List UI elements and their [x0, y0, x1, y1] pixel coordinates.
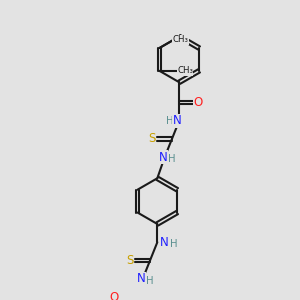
Text: S: S [148, 133, 155, 146]
Text: O: O [110, 291, 119, 300]
Text: N: N [158, 151, 167, 164]
Text: N: N [160, 236, 169, 249]
Text: H: H [168, 154, 176, 164]
Text: H: H [167, 116, 174, 126]
Text: H: H [146, 276, 154, 286]
Text: S: S [126, 254, 134, 267]
Text: N: N [173, 114, 182, 127]
Text: O: O [194, 96, 203, 109]
Text: CH₃: CH₃ [177, 66, 193, 75]
Text: CH₃: CH₃ [172, 35, 188, 44]
Text: H: H [170, 239, 178, 249]
Text: N: N [136, 272, 145, 285]
